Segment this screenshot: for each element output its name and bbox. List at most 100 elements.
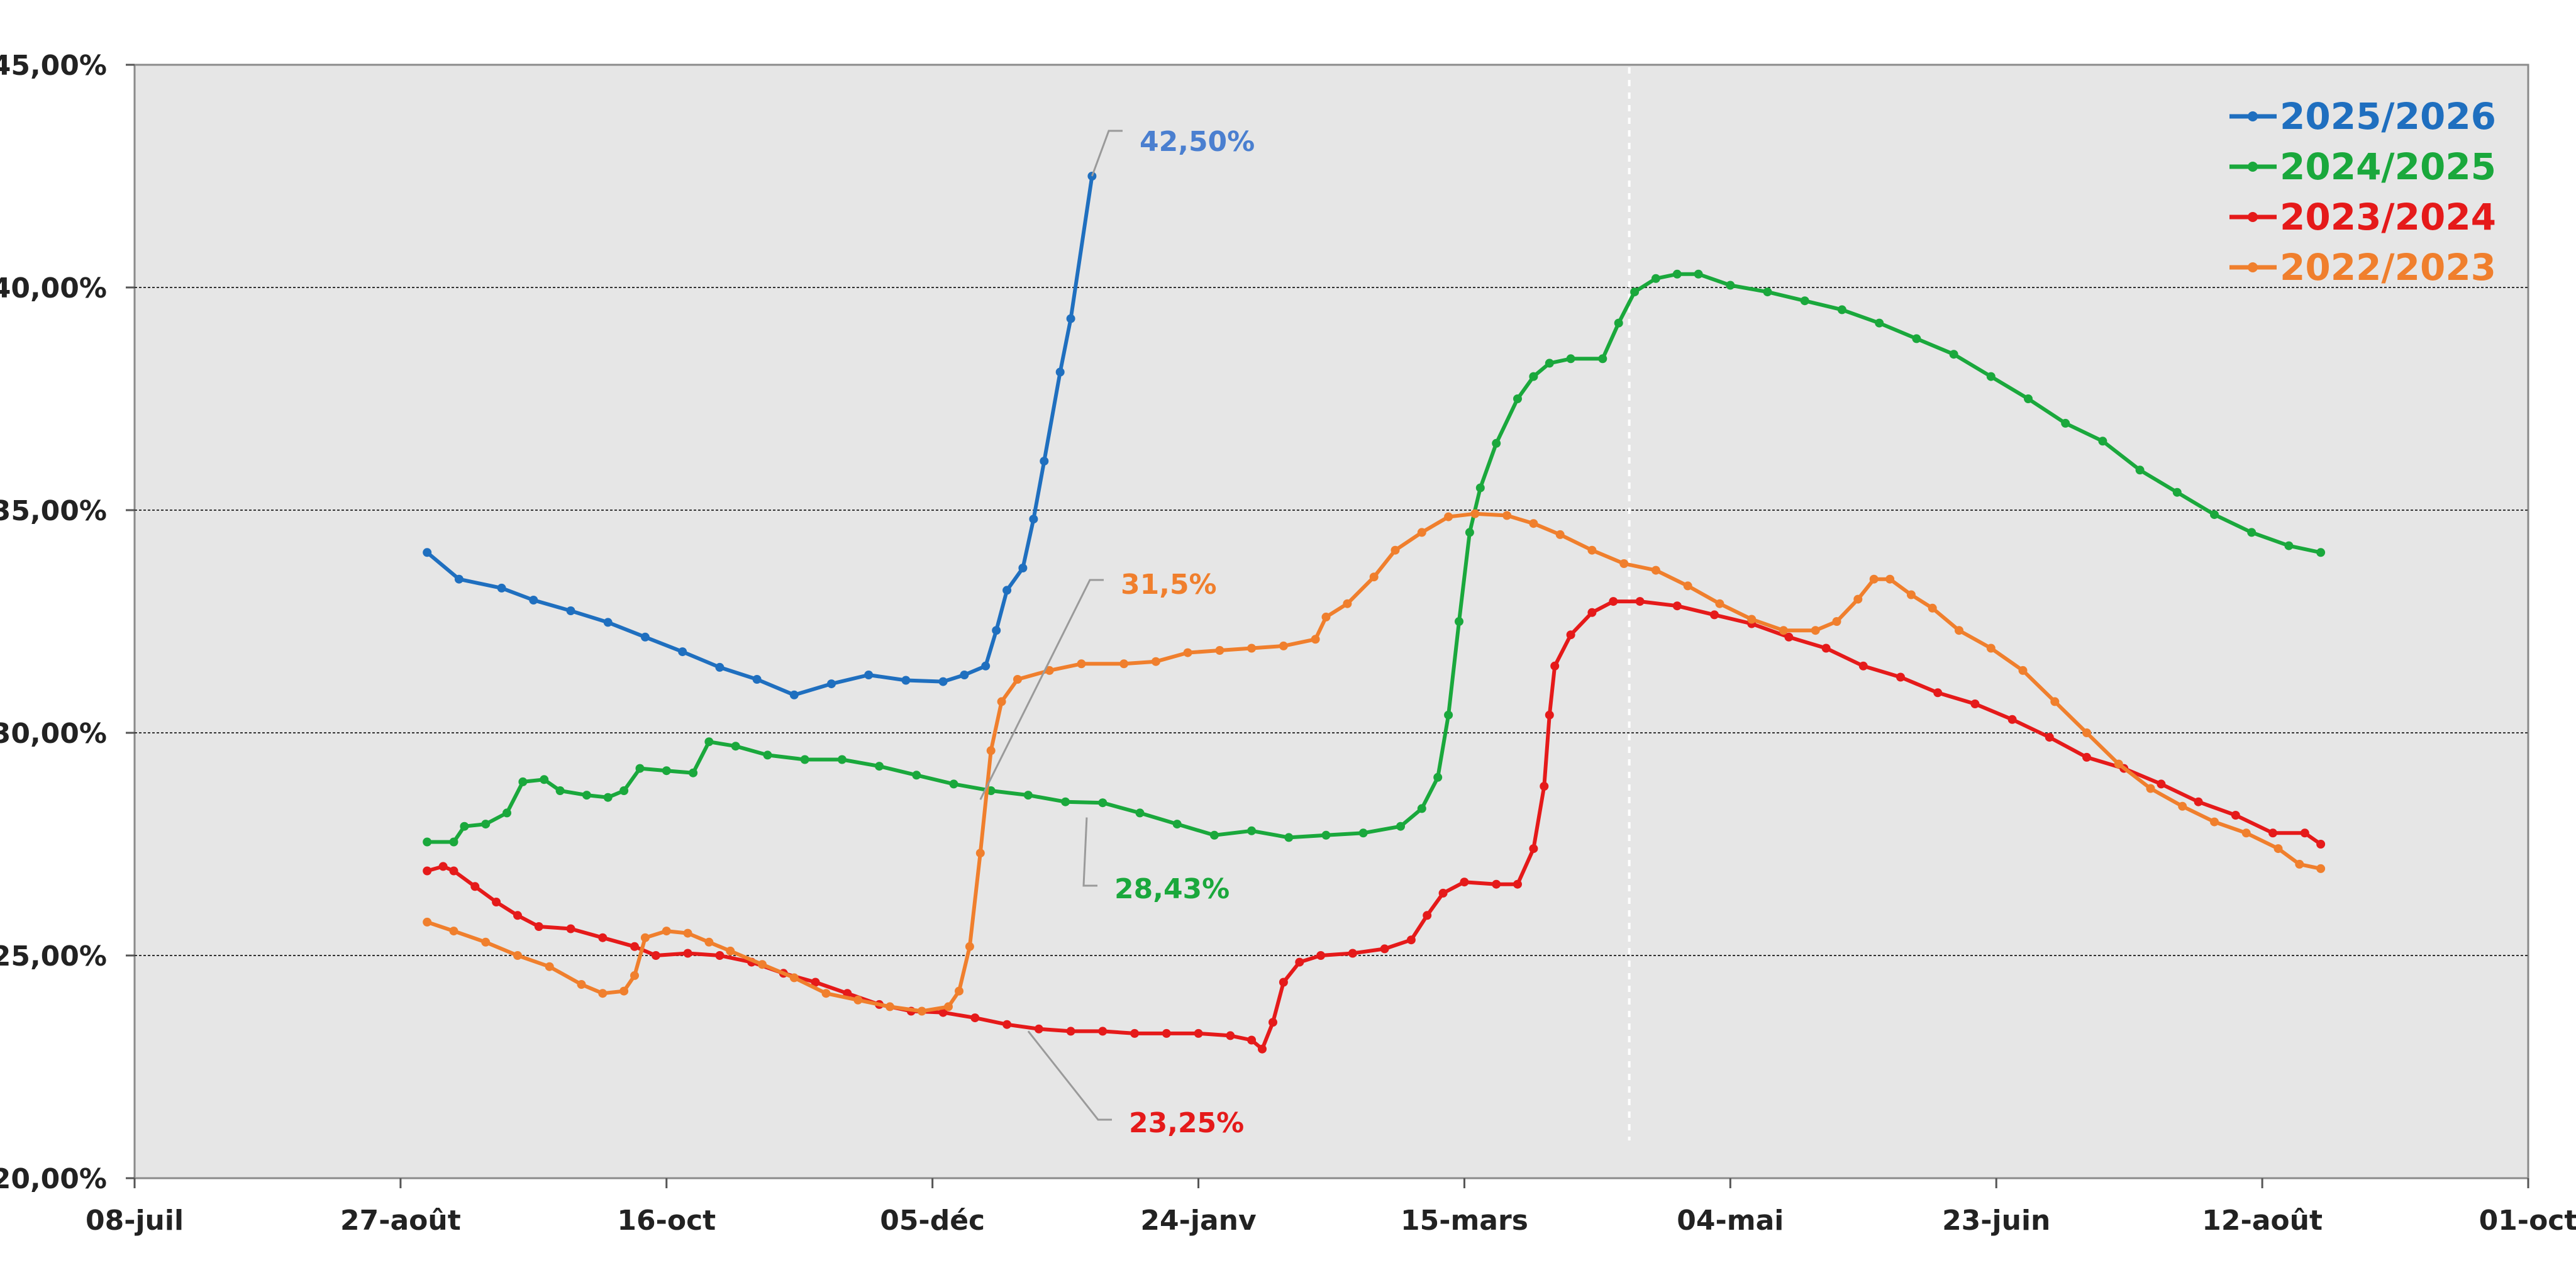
data-point [2178, 801, 2187, 811]
legend-swatch-marker [2248, 262, 2258, 272]
data-point [901, 676, 911, 685]
data-point [1598, 354, 1607, 364]
data-point [726, 946, 735, 956]
data-point [1438, 888, 1448, 898]
data-point [1098, 1027, 1108, 1036]
data-point [1683, 581, 1692, 591]
data-point [821, 989, 831, 998]
y-tick-label: 45,00% [0, 50, 107, 82]
data-point [704, 737, 714, 747]
y-tick-label: 40,00% [0, 272, 107, 304]
data-point [1321, 612, 1331, 621]
data-point [566, 924, 575, 933]
data-point [1380, 944, 1389, 954]
data-point [1763, 287, 1772, 297]
data-point [1119, 659, 1129, 669]
series-2022-2023 [423, 509, 2326, 1016]
data-point [683, 949, 692, 958]
data-point [2098, 437, 2107, 446]
data-point [715, 662, 724, 672]
data-point [2268, 828, 2277, 838]
callout-leader-line [1082, 817, 1097, 887]
data-point [1269, 1018, 1277, 1027]
data-point [1869, 574, 1879, 584]
data-point [640, 933, 650, 942]
legend-item: 2023/2024 [2229, 196, 2496, 238]
x-tick-label: 27-août [340, 1205, 461, 1237]
data-point [619, 986, 629, 996]
x-tick-label: 01-oct [2479, 1205, 2576, 1237]
data-point [1726, 281, 1735, 290]
data-point [598, 933, 608, 942]
data-point [1896, 672, 1905, 682]
x-tick-label: 12-août [2202, 1205, 2323, 1237]
data-point [1853, 594, 1863, 604]
data-point [1672, 269, 1682, 279]
data-point [800, 755, 809, 764]
data-point [2273, 844, 2283, 854]
legend-label: 2022/2023 [2280, 246, 2496, 289]
x-tick-label: 04-mai [1677, 1205, 1784, 1237]
data-point [1529, 372, 1538, 381]
data-point [603, 618, 613, 627]
x-axis: 08-juil 27-août 16-oct 05-déc 24-janv 15-mars… [86, 1178, 2576, 1237]
data-point [1811, 626, 1820, 635]
data-point [955, 986, 963, 996]
data-point [1635, 597, 1645, 606]
data-point [975, 849, 985, 858]
data-point [837, 755, 847, 764]
data-point [630, 942, 639, 951]
data-point [1444, 710, 1453, 720]
data-point [449, 866, 458, 876]
y-tick-label: 20,00% [0, 1163, 107, 1195]
data-point [1832, 617, 1841, 626]
data-point [1391, 545, 1400, 555]
data-point [1151, 657, 1160, 666]
data-point [497, 583, 506, 593]
data-point [949, 779, 958, 789]
data-point [1172, 820, 1182, 829]
data-point [689, 768, 698, 777]
data-point [938, 677, 948, 686]
data-point [555, 786, 565, 795]
data-point [2146, 784, 2155, 793]
data-point [1209, 830, 1219, 840]
callout-leader-line [979, 579, 1104, 800]
data-point [1492, 879, 1501, 889]
data-point [2295, 859, 2304, 869]
data-point [2114, 759, 2123, 769]
data-point [1912, 334, 1921, 343]
data-point [1406, 935, 1416, 945]
data-point [1162, 1028, 1171, 1038]
y-tick-label: 35,00% [0, 495, 107, 527]
data-point [2316, 548, 2326, 557]
data-point [1933, 688, 1943, 698]
y-tick-label: 25,00% [0, 940, 107, 972]
data-point [1369, 572, 1379, 582]
data-point [763, 750, 772, 760]
data-point [1619, 559, 1629, 568]
data-point [2024, 394, 2033, 403]
data-point [683, 928, 692, 938]
data-point [502, 808, 511, 818]
data-point [1821, 644, 1831, 653]
legend-item: 2022/2023 [2229, 246, 2496, 289]
data-point [1837, 305, 1846, 315]
data-point [1023, 791, 1033, 800]
data-point [470, 882, 480, 891]
data-point [1002, 1020, 1012, 1029]
data-point [662, 766, 671, 776]
data-point [715, 951, 724, 960]
data-point [992, 626, 1001, 635]
data-point [1747, 615, 1757, 624]
data-point [1800, 296, 1809, 306]
data-point [1130, 1028, 1140, 1038]
data-point [1555, 530, 1565, 539]
data-point [2210, 510, 2219, 520]
data-point [981, 661, 991, 671]
data-point [1284, 833, 1294, 842]
data-point [2247, 528, 2257, 537]
data-point [2135, 465, 2145, 475]
data-point [789, 690, 799, 699]
data-point [2231, 811, 2240, 820]
